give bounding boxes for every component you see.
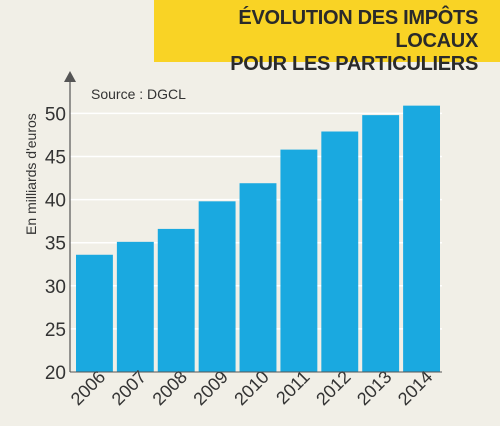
bar-2007 (116, 241, 154, 372)
y-axis-arrow (64, 71, 76, 82)
x-tick-label: 2012 (312, 367, 354, 409)
source-note: Source : DGCL (91, 86, 186, 102)
bar-2006 (76, 254, 113, 372)
bar-2012 (321, 131, 359, 372)
y-tick-label: 40 (45, 191, 66, 212)
y-tick-label: 50 (45, 104, 66, 125)
chart-title-line-2: POUR LES PARTICULIERS (230, 53, 478, 75)
y-tick-label: 30 (45, 277, 66, 298)
title-banner: ÉVOLUTION DES IMPÔTS LOCAUX POUR LES PAR… (154, 0, 500, 75)
bar-2008 (157, 228, 195, 372)
x-tick-label: 2014 (394, 367, 436, 409)
y-tick-label: 20 (45, 363, 66, 384)
y-tick-label: 25 (45, 320, 66, 341)
x-tick-label: 2006 (67, 367, 109, 409)
y-tick-label: 35 (45, 234, 66, 255)
bar-2014 (403, 105, 440, 372)
bar-2010 (239, 183, 277, 372)
y-axis-title: En milliards d'euros (23, 113, 39, 235)
chart-title-line-1: ÉVOLUTION DES IMPÔTS LOCAUX (238, 7, 478, 52)
bar-2013 (362, 115, 400, 373)
x-tick-label: 2009 (189, 367, 231, 409)
x-tick-label: 2008 (149, 367, 191, 409)
x-tick-label: 2011 (272, 367, 314, 409)
bar-2011 (280, 149, 318, 372)
y-tick-label: 45 (45, 148, 66, 169)
x-tick-label: 2013 (353, 367, 395, 409)
x-tick-label: 2010 (230, 367, 272, 409)
bar-2009 (198, 201, 236, 372)
x-tick-label: 2007 (108, 367, 150, 409)
